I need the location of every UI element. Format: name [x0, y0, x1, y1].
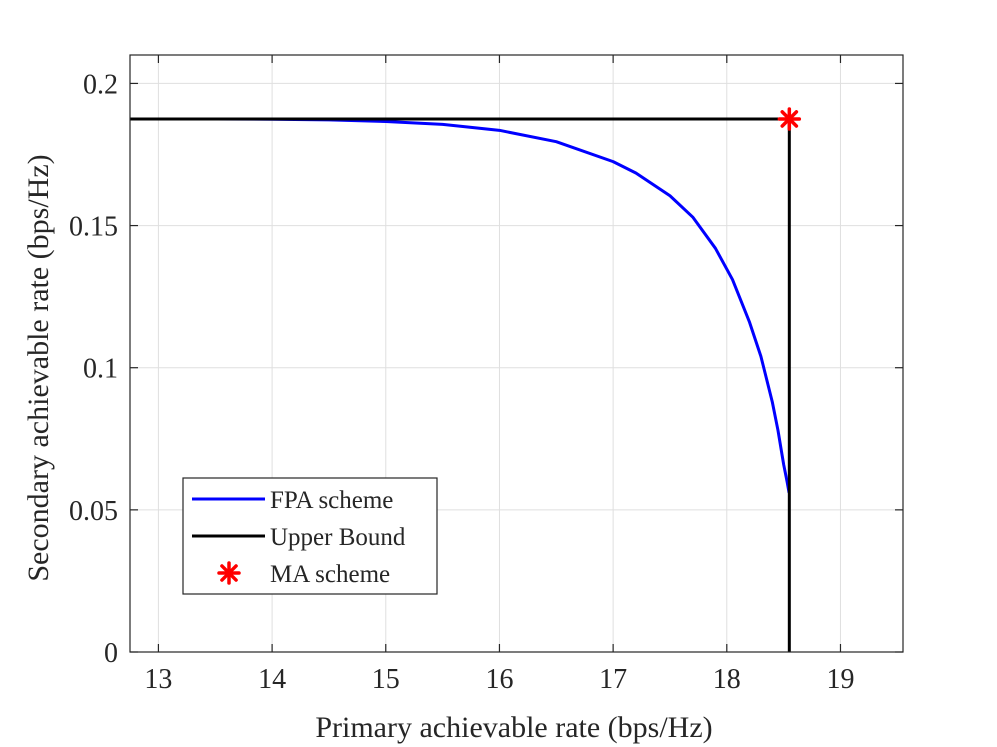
y-axis-label: Secondary achievable rate (bps/Hz): [22, 154, 55, 581]
x-tick-label-1: 14: [258, 664, 286, 695]
x-tick-label-5: 18: [713, 664, 741, 695]
series-layer: [130, 107, 802, 652]
y-tick-label-4: 0.2: [83, 69, 118, 100]
series-marker-2-0: [777, 107, 802, 131]
plot-frame: [129, 54, 904, 653]
legend-entry-2: MA scheme: [217, 561, 390, 588]
y-tick-label-3: 0.15: [69, 212, 118, 243]
legend-label-1: Upper Bound: [270, 524, 406, 551]
y-tick-labels: 0 0.05 0.1 0.15 0.2: [69, 69, 118, 669]
x-tick-label-3: 16: [485, 664, 513, 695]
x-axis-label: Primary achievable rate (bps/Hz): [315, 711, 712, 744]
legend-swatch-2: [217, 561, 241, 585]
y-tick-label-1: 0.05: [69, 496, 118, 527]
x-tick-labels: 13 14 15 16 17 18 19: [144, 664, 854, 695]
legend-entry-1: Upper Bound: [192, 524, 406, 551]
legend-label-0: FPA scheme: [270, 487, 393, 514]
legend-entry-0: FPA scheme: [192, 487, 393, 514]
legend-label-2: MA scheme: [270, 561, 390, 588]
ticks: [130, 55, 903, 653]
y-tick-label-0: 0: [104, 638, 118, 669]
x-tick-label-4: 17: [599, 664, 627, 695]
y-tick-label-2: 0.1: [83, 354, 118, 385]
x-tick-label-6: 19: [826, 664, 854, 695]
x-tick-label-2: 15: [372, 664, 400, 695]
legend: FPA scheme Upper Bound MA scheme: [182, 477, 438, 595]
x-tick-label-0: 13: [144, 664, 172, 695]
